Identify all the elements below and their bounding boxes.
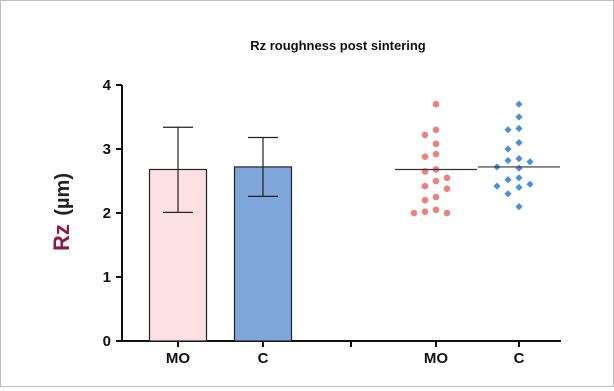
y-tick-label: 4 xyxy=(103,77,112,94)
x-tick-label: C xyxy=(514,350,525,367)
scatter-point xyxy=(421,196,429,204)
scatter-point xyxy=(432,100,440,108)
scatter-point xyxy=(421,208,429,216)
y-tick-label: 2 xyxy=(103,205,111,222)
scatter-point xyxy=(504,190,512,198)
scatter-point xyxy=(432,140,440,148)
chart-title: Rz roughness post sintering xyxy=(250,38,426,53)
scatter-point xyxy=(515,174,523,182)
y-tick-label: 0 xyxy=(103,333,111,350)
scatter-point xyxy=(432,126,440,134)
scatter-point xyxy=(526,180,534,188)
scatter-point xyxy=(443,209,451,217)
scatter-point xyxy=(515,164,523,172)
scatter-point xyxy=(504,126,512,134)
plot-area: 0 1 2 3 4 MO C MO C xyxy=(103,77,561,367)
y-tick-label: 1 xyxy=(103,269,111,286)
scatter-point xyxy=(515,203,523,211)
scatter-point xyxy=(504,156,512,165)
scatter-point xyxy=(421,153,429,160)
scatter-point xyxy=(515,183,523,191)
y-axis-label-unit: (µm) xyxy=(52,173,74,216)
scatter-point xyxy=(432,177,440,185)
scatter-point xyxy=(526,158,534,166)
scatter-point xyxy=(432,193,440,201)
scatter-point xyxy=(421,131,429,139)
scatter-point xyxy=(515,155,523,163)
scatter-point xyxy=(504,145,512,153)
scatter-point xyxy=(493,182,501,190)
scatter-point xyxy=(443,174,451,182)
scatter-point xyxy=(515,124,523,133)
scatter-point xyxy=(515,113,523,121)
scatter-point xyxy=(432,150,440,158)
svg-text:Rz (µm): Rz (µm) xyxy=(49,173,74,251)
scatter-point xyxy=(443,185,451,192)
y-axis-label-symbol: Rz xyxy=(49,224,74,251)
scatter-point xyxy=(515,139,523,147)
x-tick-label: MO xyxy=(424,350,448,367)
scatter-point xyxy=(432,206,440,214)
y-axis-label: Rz (µm) xyxy=(49,173,74,251)
x-tick-label: MO xyxy=(166,350,190,367)
scatter-point xyxy=(421,182,429,190)
y-tick-label: 3 xyxy=(103,141,111,158)
x-tick-label: C xyxy=(258,350,269,367)
scatter-point xyxy=(410,209,418,217)
scatter-point xyxy=(504,176,512,184)
scatter-point xyxy=(515,100,523,108)
